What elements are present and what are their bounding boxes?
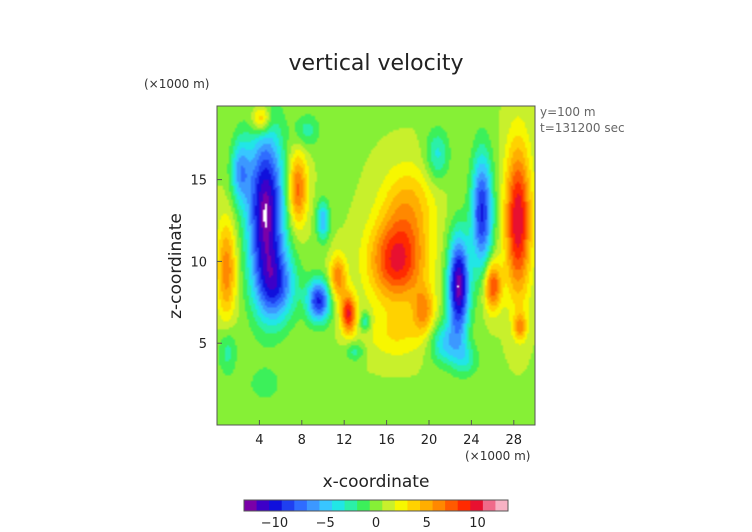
colorbar-swatch [482, 500, 496, 511]
colorbar-swatch [281, 500, 295, 511]
colorbar-swatch [457, 500, 471, 511]
colorbar-swatch [344, 500, 358, 511]
y-tick-label: 15 [190, 174, 207, 189]
x-tick-label: 12 [336, 433, 353, 448]
x-tick-label: 20 [421, 433, 438, 448]
chart-title: vertical velocity [288, 51, 463, 76]
colorbar-swatch [407, 500, 421, 511]
colorbar-swatch [394, 500, 408, 511]
y-axis-label: z-coordinate [166, 213, 186, 319]
colorbar [243, 499, 509, 512]
x-axis-label: x-coordinate [323, 472, 430, 492]
velocity-heatmap [217, 106, 535, 425]
x-tick-label: 16 [378, 433, 395, 448]
colorbar-tick-label: 5 [423, 516, 431, 531]
colorbar-ticks: −10 −5 0 5 10 [261, 516, 486, 531]
x-tick-label: 28 [506, 433, 523, 448]
y-unit-label: (×1000 m) [144, 77, 209, 91]
colorbar-swatch [445, 500, 459, 511]
colorbar-swatch [470, 500, 484, 511]
x-tick-label: 24 [463, 433, 480, 448]
colorbar-swatch [244, 500, 258, 511]
colorbar-swatch [357, 500, 371, 511]
colorbar-tick-label: −5 [316, 516, 335, 531]
colorbar-swatch [369, 500, 383, 511]
x-tick-label: 4 [255, 433, 263, 448]
plot-frame [216, 105, 536, 426]
x-tick-label: 8 [298, 433, 306, 448]
colorbar-swatch [332, 500, 346, 511]
colorbar-swatch [432, 500, 446, 511]
y-tick-label: 5 [199, 337, 207, 352]
colorbar-swatch [382, 500, 396, 511]
x-unit-label: (×1000 m) [465, 449, 530, 463]
colorbar-swatch [420, 500, 434, 511]
colorbar-tick-label: −10 [261, 516, 288, 531]
colorbar-swatch [269, 500, 283, 511]
x-ticks: 4 8 12 16 20 24 28 [255, 420, 522, 448]
colorbar-swatch [294, 500, 308, 511]
colorbar-swatch [319, 500, 333, 511]
y-ticks: 5 10 15 [190, 174, 222, 352]
colorbar-swatch [495, 500, 509, 511]
colorbar-swatch [306, 500, 320, 511]
colorbar-swatch [256, 500, 270, 511]
info-line-time: t=131200 sec [540, 121, 625, 135]
info-line-y: y=100 m [540, 105, 596, 119]
plot-area [216, 105, 536, 426]
y-tick-label: 10 [190, 255, 207, 270]
colorbar-frame [243, 499, 509, 512]
colorbar-tick-label: 0 [372, 516, 380, 531]
colorbar-tick-label: 10 [469, 516, 486, 531]
